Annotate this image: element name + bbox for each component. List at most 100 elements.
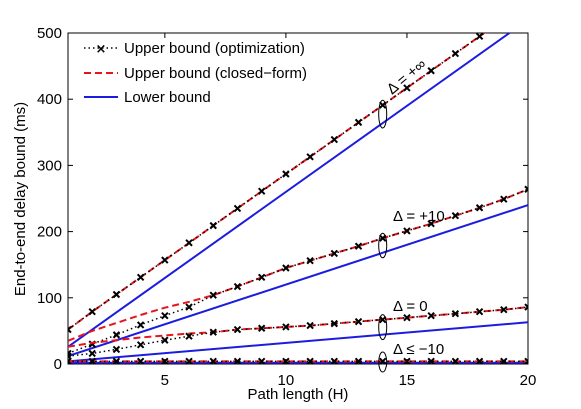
optimization-point-3-11 bbox=[306, 357, 314, 364]
legend-entry-upper-closed-form: Upper bound (closed−form) bbox=[84, 65, 307, 82]
x-tick-label-15: 15 bbox=[399, 372, 416, 389]
optimization-point-0-3 bbox=[112, 290, 121, 299]
optimization-point-1-11 bbox=[306, 257, 314, 265]
optimization-point-3-6 bbox=[185, 357, 193, 364]
optimization-point-0-18 bbox=[475, 33, 484, 41]
optimization-point-0-9 bbox=[257, 187, 266, 195]
optimization-point-3-20 bbox=[524, 357, 528, 364]
series-layer bbox=[68, 0, 531, 364]
optimization-point-3-17 bbox=[451, 357, 460, 364]
upper-optimization-line-1 bbox=[68, 188, 528, 355]
group-ellipse-2 bbox=[378, 314, 388, 341]
optimization-point-3-8 bbox=[233, 357, 242, 364]
upper-closed-form-line-2 bbox=[68, 306, 528, 348]
legend-marker-x: × bbox=[96, 42, 107, 57]
group-annotation-1: Δ = +10 bbox=[393, 208, 445, 225]
group-ellipse-0 bbox=[378, 99, 388, 129]
y-tick-label-500: 500 bbox=[37, 25, 62, 42]
optimization-point-2-9 bbox=[257, 324, 266, 332]
optimization-point-0-15 bbox=[403, 84, 411, 92]
optimization-point-1-13 bbox=[354, 242, 363, 250]
y-tick-label-0: 0 bbox=[54, 356, 62, 373]
optimization-point-1-10 bbox=[282, 264, 290, 272]
optimization-point-2-3 bbox=[112, 345, 121, 354]
optimization-point-2-2 bbox=[88, 349, 96, 358]
optimization-point-3-9 bbox=[257, 357, 266, 364]
legend-label-upper-closed-form: Upper bound (closed−form) bbox=[124, 65, 307, 82]
legend-label-upper-optimization: Upper bound (optimization) bbox=[124, 40, 305, 57]
optimization-point-3-12 bbox=[330, 357, 339, 364]
x-tick-label-5: 5 bbox=[161, 372, 169, 389]
plot-area bbox=[67, 32, 529, 365]
optimization-point-2-15 bbox=[403, 313, 411, 322]
optimization-point-0-19 bbox=[501, 16, 507, 22]
optimization-point-2-7 bbox=[209, 328, 217, 336]
optimization-point-1-9 bbox=[257, 273, 266, 281]
optimization-point-1-6 bbox=[185, 303, 193, 311]
optimization-point-0-10 bbox=[282, 170, 290, 178]
optimization-point-2-8 bbox=[233, 325, 242, 334]
optimization-point-0-8 bbox=[233, 204, 242, 213]
optimization-point-2-6 bbox=[185, 332, 193, 340]
optimization-point-2-14 bbox=[379, 315, 387, 324]
lower-bound-line-2 bbox=[68, 321, 528, 363]
x-tick-label-20: 20 bbox=[520, 372, 537, 389]
optimization-point-1-3 bbox=[112, 331, 121, 339]
optimization-point-2-17 bbox=[451, 309, 460, 318]
group-ellipse-3 bbox=[378, 351, 388, 373]
optimization-point-3-2 bbox=[88, 357, 96, 364]
optimization-point-0-7 bbox=[209, 221, 217, 230]
upper-closed-form-line-0 bbox=[68, 33, 486, 331]
x-tick-label-10: 10 bbox=[278, 372, 295, 389]
legend-label-lower-bound: Lower bound bbox=[124, 89, 211, 106]
optimization-point-0-1 bbox=[68, 325, 72, 334]
optimization-point-1-19 bbox=[500, 195, 508, 203]
group-annotation-3: Δ ≤ −10 bbox=[393, 341, 444, 358]
optimization-point-3-3 bbox=[112, 357, 121, 364]
optimization-point-1-16 bbox=[427, 219, 435, 228]
legend: × Upper bound (optimization) Upper bound… bbox=[84, 40, 307, 106]
optimization-point-1-8 bbox=[233, 282, 242, 291]
y-tick-label-100: 100 bbox=[37, 290, 62, 307]
optimization-point-0-11 bbox=[306, 153, 314, 161]
optimization-point-1-17 bbox=[451, 212, 460, 220]
optimization-point-2-20 bbox=[524, 303, 528, 311]
legend-entry-lower-bound: Lower bound bbox=[84, 89, 211, 106]
optimization-point-3-18 bbox=[475, 357, 484, 364]
optimization-point-2-13 bbox=[354, 317, 363, 326]
optimization-point-3-1 bbox=[68, 357, 72, 364]
y-tick-label-300: 300 bbox=[37, 157, 62, 174]
optimization-point-0-2 bbox=[88, 307, 96, 316]
optimization-point-1-5 bbox=[161, 311, 169, 320]
legend-entry-upper-optimization: × Upper bound (optimization) bbox=[84, 40, 305, 57]
optimization-point-3-4 bbox=[136, 357, 145, 364]
optimization-point-2-18 bbox=[475, 307, 484, 316]
optimization-point-2-5 bbox=[161, 336, 169, 344]
group-annotation-2: Δ = 0 bbox=[393, 298, 428, 315]
y-tick-label-400: 400 bbox=[37, 91, 62, 108]
optimization-point-0-13 bbox=[354, 118, 363, 127]
optimization-point-0-20 bbox=[525, 0, 531, 5]
optimization-point-3-19 bbox=[500, 357, 508, 364]
optimization-point-3-14 bbox=[379, 357, 387, 364]
optimization-point-3-7 bbox=[209, 357, 217, 364]
optimization-point-2-19 bbox=[500, 306, 508, 314]
lower-bound-line-0 bbox=[68, 33, 512, 348]
optimization-point-0-5 bbox=[161, 256, 169, 264]
lower-bound-line-1 bbox=[68, 204, 528, 358]
optimization-point-2-11 bbox=[306, 321, 314, 330]
optimization-point-0-6 bbox=[185, 239, 193, 247]
optimization-point-1-18 bbox=[475, 204, 484, 212]
optimization-point-0-16 bbox=[427, 67, 435, 75]
group-ellipse-1 bbox=[378, 232, 388, 259]
optimization-point-1-12 bbox=[330, 249, 339, 258]
optimization-point-2-12 bbox=[330, 319, 339, 328]
optimization-point-1-15 bbox=[403, 227, 411, 235]
upper-optimization-line-2 bbox=[68, 306, 528, 357]
optimization-point-3-13 bbox=[354, 357, 363, 364]
optimization-point-1-20 bbox=[524, 185, 528, 193]
optimization-point-0-12 bbox=[330, 135, 339, 144]
optimization-point-0-4 bbox=[136, 273, 145, 281]
